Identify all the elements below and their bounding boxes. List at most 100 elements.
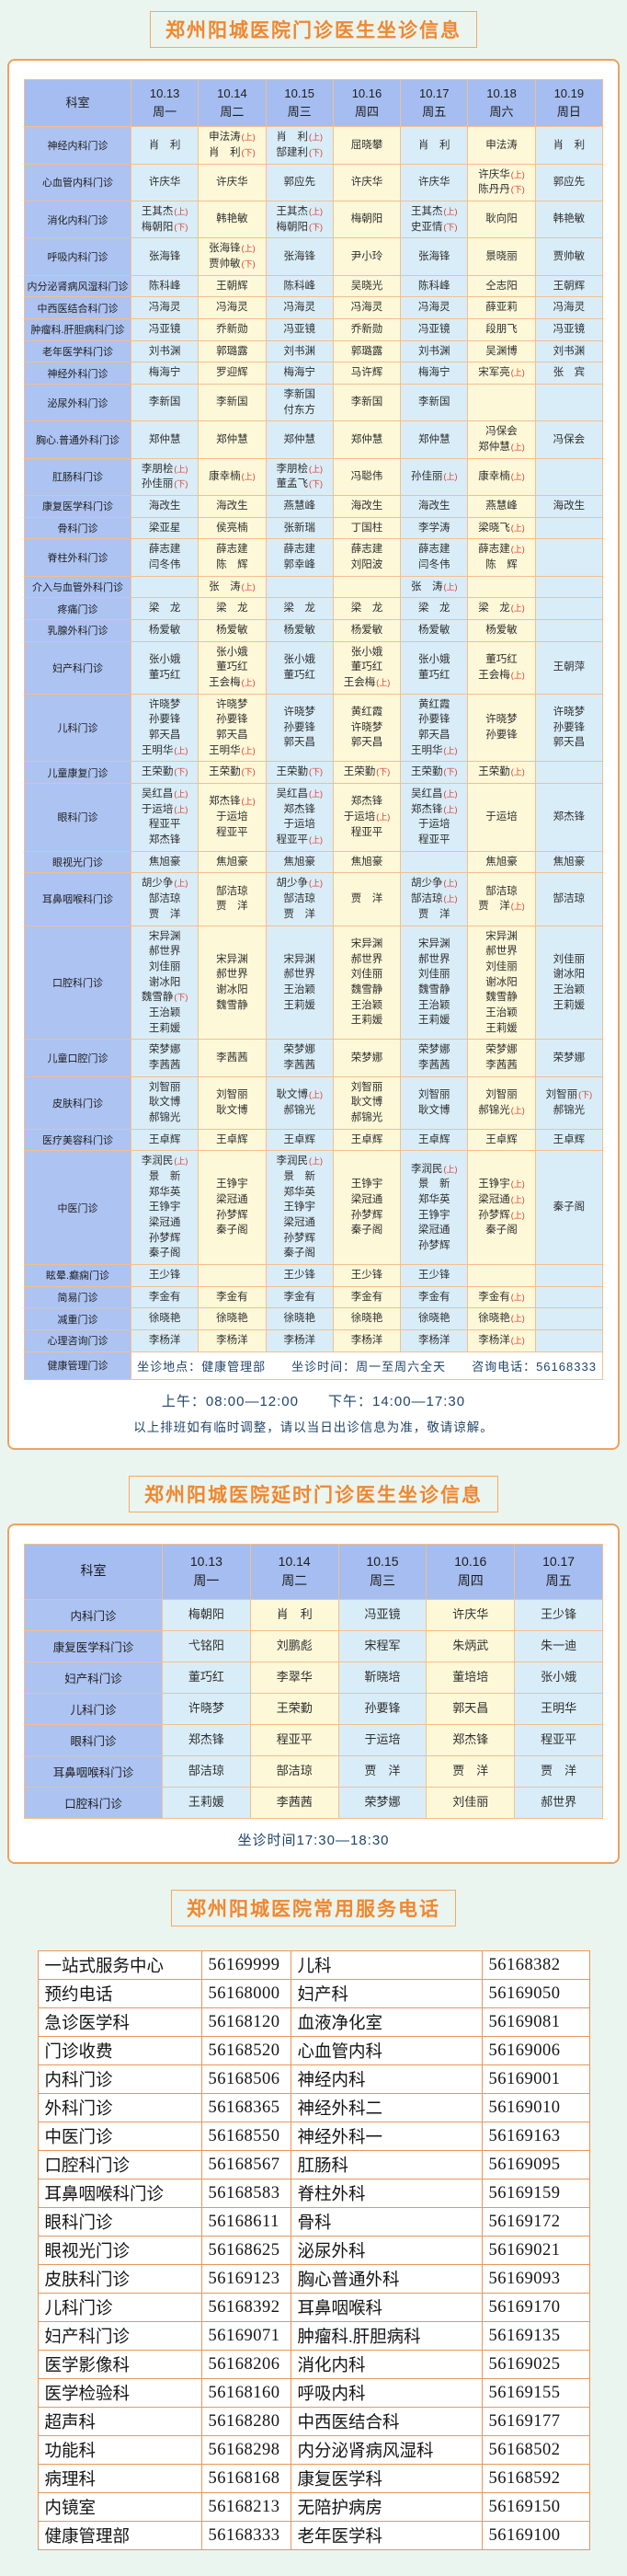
- doctor-name: 吴渊博: [485, 345, 518, 357]
- doctor-name: 刘佳丽: [553, 953, 586, 965]
- doctor-name: 刘书渊: [283, 345, 315, 357]
- schedule-row: 简易门诊 李金有 李金有 李金有 李金有 李金有 李金有(上): [24, 1285, 604, 1309]
- doctor-entry: 李润民(上): [402, 1162, 466, 1178]
- schedule-cell: 耿文博(上) 郝锦光: [265, 1075, 334, 1130]
- doctor-entry: 刘书渊: [268, 344, 332, 360]
- doctor-name: 康幸楠: [478, 471, 510, 483]
- doctor-entry: 胡少争(上): [402, 876, 466, 891]
- doctor-name: 郑仲慧: [418, 433, 450, 445]
- schedule-cell: 孙佳丽(上): [400, 457, 469, 497]
- doctor-name: 刘阳波: [350, 559, 383, 571]
- doctor-name: 徐晓艳: [350, 1313, 383, 1325]
- doctor-entry: 徐晓艳(上): [469, 1311, 533, 1327]
- shift-tag: (上): [510, 1179, 525, 1190]
- doctor-entry: 程亚平: [132, 817, 197, 833]
- doctor-name: 郜洁琼: [553, 893, 586, 905]
- phone-number-cell: 56169163: [481, 2122, 590, 2151]
- doctor-entry: 李朋桧(上): [268, 462, 332, 477]
- header-date: 10.13: [149, 86, 180, 100]
- header-date: 10.17: [418, 86, 450, 100]
- doctor-entry: 吴渊博: [469, 344, 533, 360]
- doctor-name: 王会梅: [209, 677, 241, 689]
- doctor-name: 王朝辉: [216, 280, 248, 292]
- doctor-name: 王治颖: [553, 983, 586, 995]
- schedule-cell: 徐晓艳(上): [467, 1307, 536, 1330]
- doctor-name: 郑杰锋: [553, 811, 586, 823]
- schedule-cell: 贾帅敏: [534, 237, 604, 276]
- doctor-entry: 韩艳敏: [537, 212, 601, 227]
- doctor-name: 梁 龙: [478, 603, 510, 615]
- doctor-entry: 王其杰(上): [268, 204, 332, 220]
- doctor-name: 于运培: [283, 819, 315, 831]
- schedule-cell: 李杨洋: [400, 1328, 469, 1352]
- shift-tag: (上): [510, 1292, 525, 1302]
- doctor-name: 梅朝阳: [276, 221, 308, 233]
- schedule-cell: 杨爱敏: [198, 619, 267, 642]
- header-date: 10.17: [542, 1553, 576, 1569]
- schedule-cell: 许庆华: [426, 1599, 516, 1631]
- phone-row: 门诊收费 56168520 心血管内科 56169006: [37, 2036, 590, 2065]
- doctor-entry: 魏雪静: [469, 990, 533, 1006]
- schedule-row: 心血管内科门诊 许庆华 许庆华 郭应先 许庆华 许庆华 许庆华(上) 陈丹丹(下) 郭应先: [24, 163, 604, 201]
- doctor-entry: 李新国: [132, 395, 197, 410]
- doctor-name: 王少锋: [418, 1269, 450, 1281]
- doctor-entry: 丁国柱: [335, 521, 399, 536]
- schedule-cell: 王卓辉: [467, 1128, 536, 1152]
- doctor-entry: 李新国: [402, 395, 466, 410]
- doctor-name: 魏雪静: [418, 983, 450, 995]
- doctor-entry: 陈科峰: [132, 279, 197, 294]
- doctor-name: 李金有: [478, 1291, 510, 1303]
- schedule-cell: 刘书渊: [400, 339, 469, 363]
- doctor-entry: 张海锋(上): [200, 241, 264, 257]
- doctor-name: 张 涛: [209, 581, 241, 592]
- doctor-entry: 程亚平(上): [268, 833, 332, 848]
- doctor-entry: 李杨洋: [132, 1333, 197, 1349]
- doctor-name: 乔新勋: [350, 324, 383, 335]
- schedule-cell: 焦旭豪: [534, 850, 604, 874]
- doctor-name: 荣梦娜: [553, 1052, 586, 1064]
- doctor-entry: 冯海灵: [132, 300, 197, 316]
- doctor-entry: 宋异渊: [200, 952, 264, 968]
- doctor-name: 王荣勤: [276, 766, 308, 778]
- schedule-cell: 吴红昌(上) 郑杰锋(上) 于运培 程亚平: [400, 783, 469, 852]
- doctor-entry: 宋异渊: [335, 937, 399, 952]
- doctor-name: 杨爱敏: [148, 625, 181, 637]
- doctor-name: 孙梦辉: [478, 1209, 510, 1221]
- doctor-entry: 魏雪静: [402, 983, 466, 998]
- doctor-name: 肖 利: [148, 139, 181, 151]
- phone-number-cell: 56168206: [200, 2350, 291, 2379]
- schedule-cell: 肖 利(上) 郜建利(下): [265, 126, 334, 165]
- shift-tag: (上): [308, 1089, 323, 1099]
- doctor-name: 徐晓艳: [283, 1313, 315, 1325]
- schedule-cell: 李新国: [130, 384, 200, 422]
- doctor-name: 郝锦光: [283, 1104, 315, 1116]
- doctor-entry: 张海锋: [132, 249, 197, 265]
- doctor-entry: 冯亚镜: [268, 322, 332, 338]
- doctor-name: 程亚平: [350, 826, 383, 838]
- schedule-cell: 于运培: [467, 783, 536, 852]
- doctor-name: 许庆华: [148, 176, 181, 188]
- schedule-row: 耳鼻咽喉科门诊 郜洁琼 郜洁琼贾 洋贾 洋贾 洋: [24, 1755, 603, 1788]
- phone-row: 病理科 56168168 康复医学科 56168592: [37, 2464, 590, 2493]
- schedule-cell: [534, 1263, 604, 1287]
- doctor-entry: 冯保会: [537, 432, 601, 448]
- schedule-cell: 李金有(上): [467, 1285, 536, 1309]
- doctor-entry: 冯保会: [469, 424, 533, 440]
- schedule-cell: 郝世界: [514, 1787, 603, 1819]
- doctor-entry: 张小娥: [200, 645, 264, 661]
- shift-tag: (上): [510, 1194, 525, 1204]
- doctor-entry: 李润民(上): [268, 1154, 332, 1169]
- shift-tag: (上): [376, 812, 391, 822]
- doctor-entry: 于运培(上): [132, 802, 197, 818]
- schedule-row: 医疗美容科门诊 王卓辉 王卓辉 王卓辉 王卓辉 王卓辉 王卓辉 王卓辉: [24, 1128, 604, 1152]
- schedule-cell: 张海锋: [130, 237, 200, 276]
- doctor-name: 许庆华: [418, 176, 450, 188]
- schedule-cell: 李金有: [198, 1285, 267, 1309]
- schedule-cell: 许晓梦 孙要锋 郭天昌: [534, 693, 604, 763]
- doctor-name: 贾 洋: [216, 901, 248, 913]
- schedule-cell: 王荣勤(下): [400, 761, 469, 785]
- doctor-name: 耿向阳: [485, 213, 518, 225]
- phone-dept-cell: 内科门诊: [37, 2064, 202, 2094]
- phone-dept-cell: 超声科: [37, 2407, 202, 2436]
- doctor-name: 刘佳丽: [148, 960, 181, 972]
